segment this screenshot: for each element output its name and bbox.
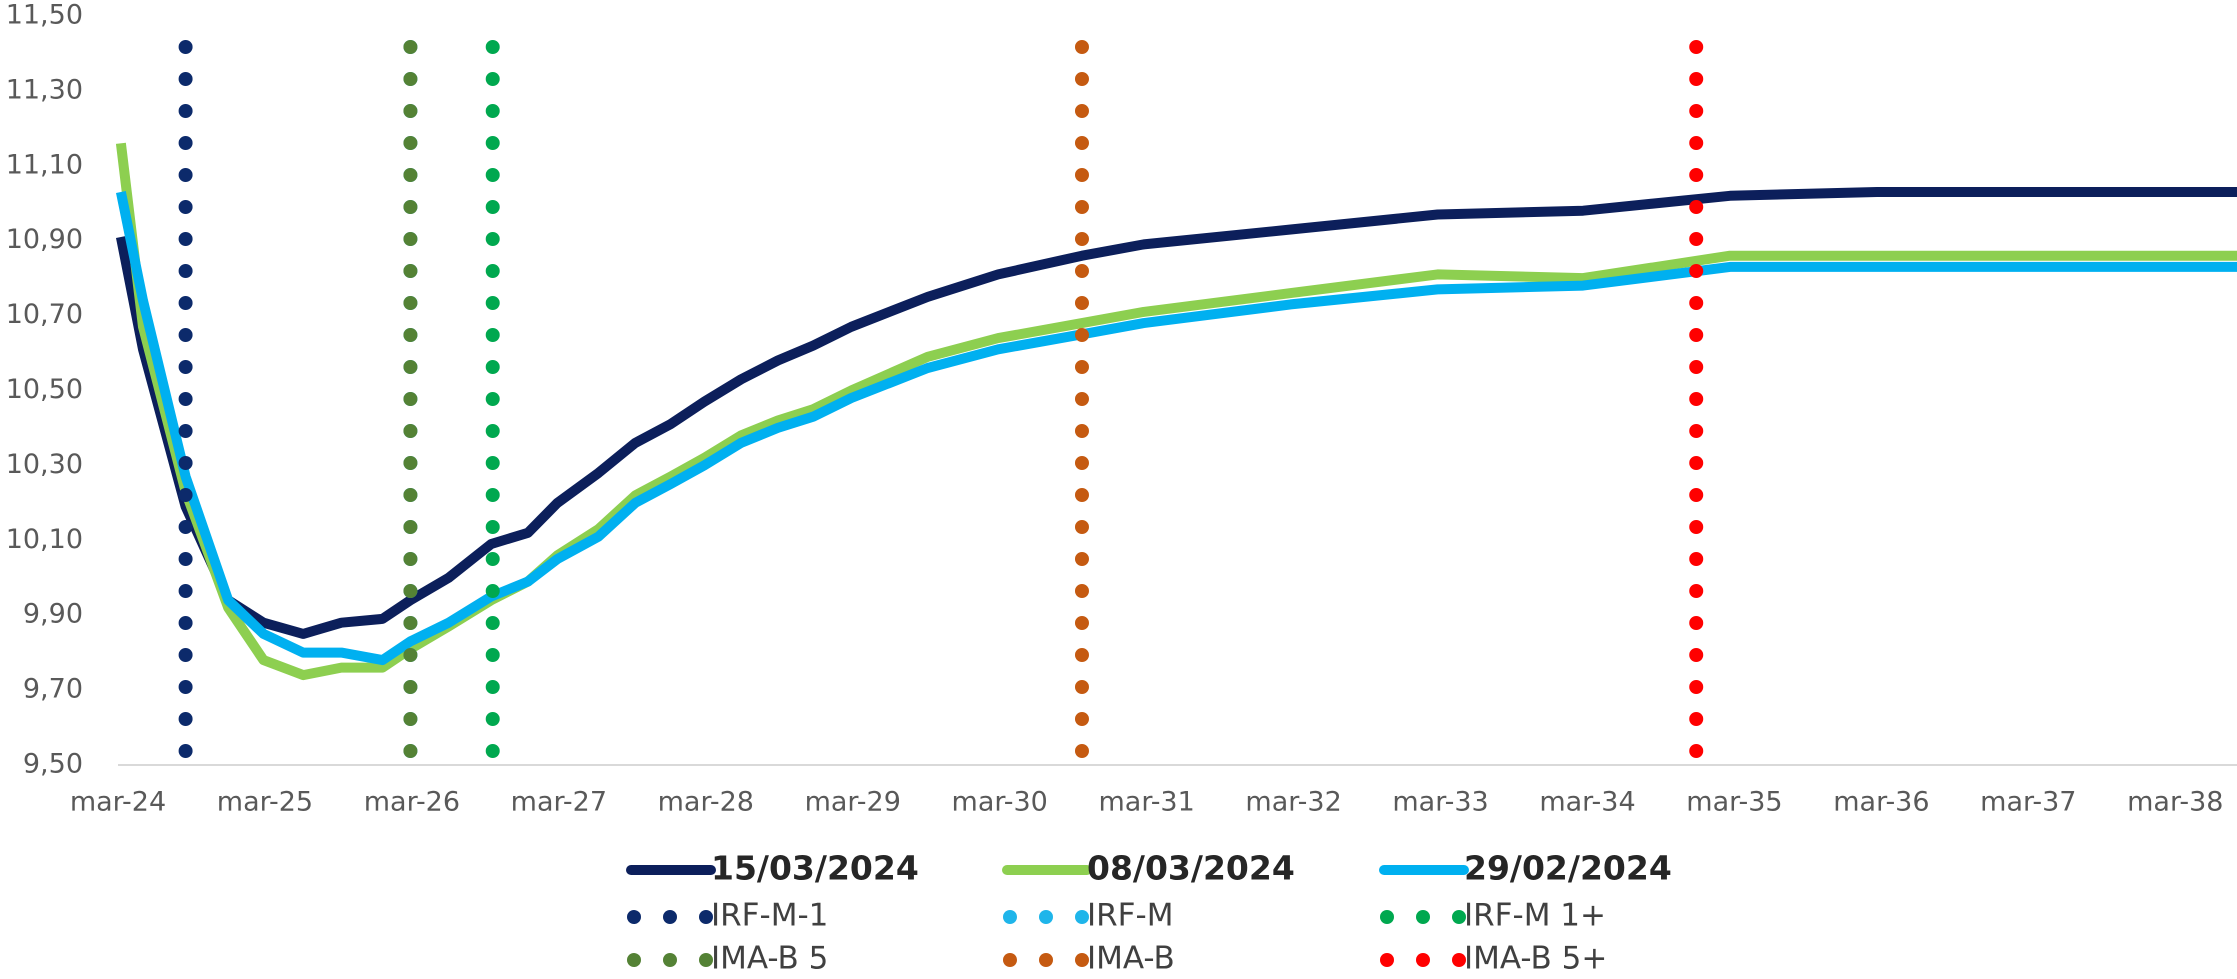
- legend-swatch: [1075, 910, 1089, 924]
- legend-swatch: [1452, 910, 1466, 924]
- legend-swatch: [627, 910, 641, 924]
- legend-swatch: [1003, 910, 1017, 924]
- legend-label: 15/03/2024: [711, 849, 919, 888]
- y-tick-label: 9,90: [23, 599, 83, 630]
- legend-label: 08/03/2024: [1087, 849, 1295, 888]
- y-tick-label: 10,90: [6, 224, 83, 255]
- legend-swatch: [1416, 953, 1430, 967]
- x-tick-label: mar-24: [70, 787, 166, 818]
- x-tick-label: mar-27: [511, 787, 607, 818]
- x-tick-label: mar-26: [364, 787, 460, 818]
- x-tick-label: mar-25: [217, 787, 313, 818]
- legend-label: 29/02/2024: [1464, 849, 1672, 888]
- legend-swatch: [1380, 910, 1394, 924]
- legend-swatch: [1416, 910, 1430, 924]
- legend-swatch: [663, 910, 677, 924]
- x-tick-label: mar-35: [1686, 787, 1782, 818]
- series-line: [116, 191, 2237, 666]
- legend-label: IRF-M: [1087, 898, 1173, 934]
- y-tick-label: 11,50: [6, 0, 83, 31]
- x-tick-label: mar-38: [2127, 787, 2223, 818]
- y-tick-label: 9,50: [23, 749, 83, 780]
- series-line: [115, 142, 2237, 681]
- y-tick-label: 10,10: [6, 524, 83, 555]
- y-tick-label: 10,50: [6, 374, 83, 405]
- x-tick-label: mar-33: [1392, 787, 1488, 818]
- y-tick-label: 11,10: [6, 149, 83, 180]
- y-tick-label: 11,30: [6, 74, 83, 105]
- legend-swatch: [1039, 953, 1053, 967]
- legend-swatch: [1075, 953, 1089, 967]
- legend-label: IRF-M 1+: [1464, 898, 1606, 934]
- x-tick-label: mar-32: [1245, 787, 1341, 818]
- legend-label: IRF-M-1: [711, 898, 828, 934]
- y-tick-label: 10,70: [6, 299, 83, 330]
- x-tick-label: mar-34: [1539, 787, 1635, 818]
- x-tick-label: mar-31: [1098, 787, 1194, 818]
- legend-swatch: [699, 953, 713, 967]
- legend-swatch: [1452, 953, 1466, 967]
- x-tick-label: mar-28: [658, 787, 754, 818]
- legend-swatch: [699, 910, 713, 924]
- legend-swatch: [627, 953, 641, 967]
- y-tick-label: 10,30: [6, 449, 83, 480]
- x-tick-label: mar-29: [805, 787, 901, 818]
- legend-label: IMA-B: [1087, 941, 1175, 977]
- x-tick-label: mar-37: [1980, 787, 2076, 818]
- legend-label: IMA-B 5: [711, 941, 828, 977]
- legend-swatch: [1039, 910, 1053, 924]
- legend-swatch: [663, 953, 677, 967]
- y-tick-label: 9,70: [23, 674, 83, 705]
- x-tick-label: mar-36: [1833, 787, 1929, 818]
- x-tick-label: mar-30: [952, 787, 1048, 818]
- series-line: [115, 187, 2237, 639]
- legend-swatch: [1380, 953, 1394, 967]
- legend-label: IMA-B 5+: [1464, 941, 1607, 977]
- legend-swatch: [1003, 953, 1017, 967]
